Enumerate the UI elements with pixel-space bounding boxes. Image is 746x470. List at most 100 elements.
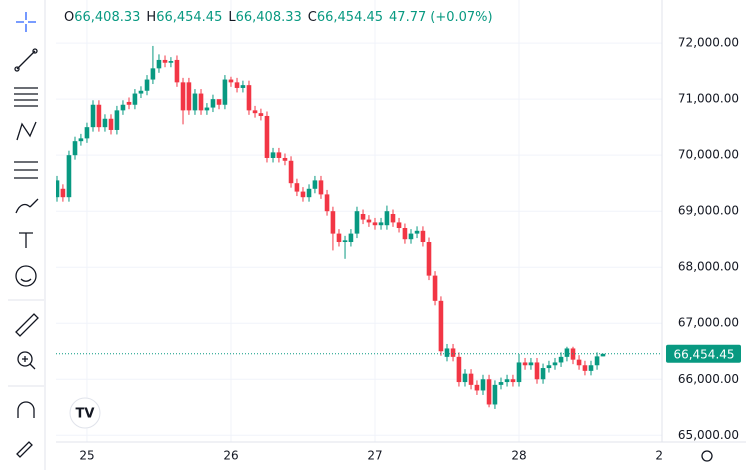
candle-body <box>324 194 330 212</box>
y-tick-label: 69,000.00 <box>678 204 739 218</box>
candle-body <box>462 373 468 383</box>
crosshair-tool[interactable] <box>16 12 36 32</box>
candle-body <box>300 191 306 198</box>
change-percent: (+0.07%) <box>430 10 492 25</box>
toolbar <box>8 0 46 470</box>
candle-body <box>342 240 348 243</box>
candle-body <box>186 82 192 111</box>
x-tick-label: 25 <box>79 449 94 463</box>
ruler-tool[interactable] <box>15 313 39 337</box>
ohlc-legend: O66,408.33 H66,454.45 L66,408.33 C66,454.45… <box>64 10 493 25</box>
candle-body <box>498 382 504 385</box>
pattern-tool[interactable] <box>16 121 37 141</box>
plot <box>56 0 662 442</box>
candle-body <box>144 79 150 91</box>
candle-body <box>78 138 84 142</box>
ohlc-label: H <box>146 10 156 25</box>
candle-body <box>204 107 210 111</box>
ohlc-value: 66,454.45 <box>317 10 383 25</box>
magnet-tool[interactable] <box>17 401 35 418</box>
x-tick-label: 28 <box>511 449 526 463</box>
svg-text:TV: TV <box>76 407 95 422</box>
y-tick-label: 70,000.00 <box>678 148 739 162</box>
candle-body <box>90 104 96 128</box>
x-tick-label: 26 <box>223 449 238 463</box>
candle-body <box>288 160 294 184</box>
candle-body <box>276 152 282 158</box>
candle-body <box>246 85 252 111</box>
candle-body <box>516 362 522 383</box>
candle-body <box>228 79 234 83</box>
candle-body <box>402 228 408 240</box>
candle-body <box>222 79 228 105</box>
candle-body <box>66 155 72 198</box>
line-tool[interactable] <box>14 48 38 72</box>
candle-body <box>258 113 264 116</box>
candle-body <box>486 379 492 405</box>
candle-body <box>372 222 378 226</box>
candle-body <box>426 242 432 276</box>
candle-body <box>102 118 108 128</box>
candle-body <box>582 365 588 371</box>
candle-body <box>336 233 342 243</box>
candle-body <box>156 59 162 69</box>
candle-body <box>234 82 240 88</box>
candle-body <box>438 300 444 352</box>
ohlc-label: O <box>64 10 74 25</box>
lock-tool[interactable] <box>16 441 33 458</box>
candle-body <box>594 356 600 366</box>
candle-body <box>480 379 486 391</box>
candle-body <box>60 188 66 198</box>
candle-body <box>126 101 132 105</box>
candle-body <box>174 59 180 83</box>
candle-body <box>576 359 582 366</box>
fib-tool[interactable] <box>14 87 38 107</box>
candle-body <box>408 233 414 240</box>
candle-body <box>510 379 516 383</box>
candle-body <box>444 348 450 357</box>
candle-body <box>504 379 510 383</box>
candle-body <box>348 233 354 243</box>
tv-logo[interactable]: TV <box>69 397 101 429</box>
ohlc-value: 66,408.33 <box>74 10 140 25</box>
candle-body <box>294 183 300 192</box>
candle-body <box>546 365 552 369</box>
candle-body <box>390 213 396 223</box>
candle-body <box>168 61 174 63</box>
candle-body <box>570 348 576 360</box>
candle-body <box>270 152 276 158</box>
emoji-tool[interactable] <box>15 265 37 287</box>
y-tick-label: 71,000.00 <box>678 92 739 106</box>
candle-body <box>588 365 594 371</box>
candle-body <box>198 93 204 111</box>
prediction-tool[interactable] <box>14 161 38 179</box>
candle-body <box>564 348 570 357</box>
brush-tool[interactable] <box>15 198 39 214</box>
candle-body <box>384 211 390 226</box>
candle-body <box>354 211 360 234</box>
y-tick-label: 68,000.00 <box>678 260 739 274</box>
candle-body <box>492 384 498 405</box>
candle-body <box>552 362 558 366</box>
candle-body <box>114 110 120 130</box>
candle-body <box>240 85 246 88</box>
candle-body <box>414 230 420 234</box>
candle-body <box>366 219 372 223</box>
candle-body <box>396 222 402 229</box>
candle-body <box>468 373 474 385</box>
candle-body <box>330 211 336 234</box>
candle-body <box>312 180 318 189</box>
candle-body <box>318 180 324 195</box>
candle-body <box>120 104 126 111</box>
candle-body <box>108 118 114 130</box>
settings-button[interactable] <box>701 450 713 462</box>
candle-body <box>282 157 288 161</box>
text-tool[interactable] <box>19 232 33 248</box>
candle-body <box>450 348 456 357</box>
candle-body <box>558 356 564 363</box>
ohlc-label: C <box>308 10 317 25</box>
candle-body <box>84 127 90 139</box>
zoom-tool[interactable] <box>17 351 36 370</box>
